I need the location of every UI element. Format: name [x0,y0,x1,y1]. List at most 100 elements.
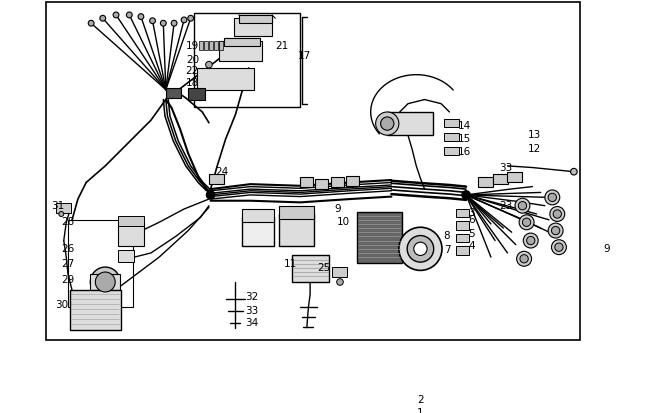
Bar [357,211,402,263]
Text: 2: 2 [417,395,424,405]
Bar [332,267,346,277]
Circle shape [518,202,527,210]
Circle shape [520,255,528,263]
Circle shape [113,12,119,18]
Circle shape [515,198,530,213]
Bar [90,274,120,290]
Circle shape [381,117,394,130]
Bar [57,203,72,213]
Text: 14: 14 [458,121,471,131]
Text: 25: 25 [317,263,330,273]
Bar [118,251,135,262]
Circle shape [399,227,442,271]
Text: 24: 24 [216,167,229,177]
Text: 20: 20 [186,55,199,65]
Bar [188,88,205,100]
Bar [70,290,121,330]
Circle shape [100,15,106,21]
Text: 5: 5 [469,229,475,239]
Circle shape [126,12,132,18]
Text: 8: 8 [444,231,450,241]
Bar [456,209,469,217]
Circle shape [414,242,427,256]
Bar [445,147,460,155]
Text: 9: 9 [604,244,610,254]
Bar [456,234,469,242]
Bar [219,41,223,50]
Bar [239,15,272,23]
Circle shape [553,210,562,218]
Text: 15: 15 [458,134,471,144]
Circle shape [90,267,120,297]
Circle shape [376,112,399,135]
Bar [346,176,359,186]
Circle shape [548,193,556,202]
Circle shape [571,169,577,175]
Bar [456,246,469,255]
Text: 22: 22 [186,66,199,76]
Circle shape [161,20,166,26]
Bar [214,41,218,50]
Text: 11: 11 [283,259,297,269]
Bar [387,112,433,135]
Bar [204,41,208,50]
Bar [456,221,469,230]
Bar [209,174,224,184]
Text: 21: 21 [276,40,289,51]
Bar [166,88,181,98]
Bar [194,13,300,107]
Bar [493,174,508,184]
Circle shape [550,206,565,221]
Text: 26: 26 [61,244,75,254]
Text: 13: 13 [527,130,541,140]
Text: 29: 29 [61,275,75,285]
Bar [242,217,274,245]
Text: 12: 12 [527,144,541,154]
Bar [118,222,144,245]
Circle shape [171,20,177,26]
Bar [507,172,521,182]
Circle shape [548,223,563,238]
Text: 32: 32 [246,292,259,302]
Bar [234,18,272,36]
Bar [478,177,493,187]
Circle shape [337,279,343,285]
Bar [209,41,213,50]
Bar [198,68,254,90]
Circle shape [551,240,566,255]
Text: 18: 18 [186,78,199,88]
Circle shape [462,191,470,199]
Bar [300,178,313,188]
Bar [219,41,262,62]
Text: 33: 33 [499,163,512,173]
Circle shape [58,211,64,216]
Bar [315,179,328,189]
Circle shape [207,191,215,199]
Circle shape [188,15,194,21]
Bar [280,206,314,219]
Circle shape [523,218,531,226]
Text: 27: 27 [61,259,75,269]
Circle shape [88,20,94,26]
Circle shape [181,17,187,23]
Circle shape [555,243,563,252]
Text: 1: 1 [417,408,424,413]
Bar [280,214,314,245]
Text: 16: 16 [458,147,471,157]
Text: 33: 33 [246,306,259,316]
Bar [331,178,344,188]
Circle shape [519,215,534,230]
Circle shape [205,62,213,68]
Text: 28: 28 [61,217,75,227]
Circle shape [551,226,560,235]
Text: 9: 9 [334,204,341,214]
Circle shape [523,233,538,248]
Circle shape [150,18,155,24]
Circle shape [545,190,560,205]
Bar [292,256,329,282]
Bar [242,209,274,222]
Text: 3: 3 [469,208,475,218]
Circle shape [138,14,144,19]
Text: 17: 17 [298,51,311,62]
Text: 19: 19 [186,40,199,51]
